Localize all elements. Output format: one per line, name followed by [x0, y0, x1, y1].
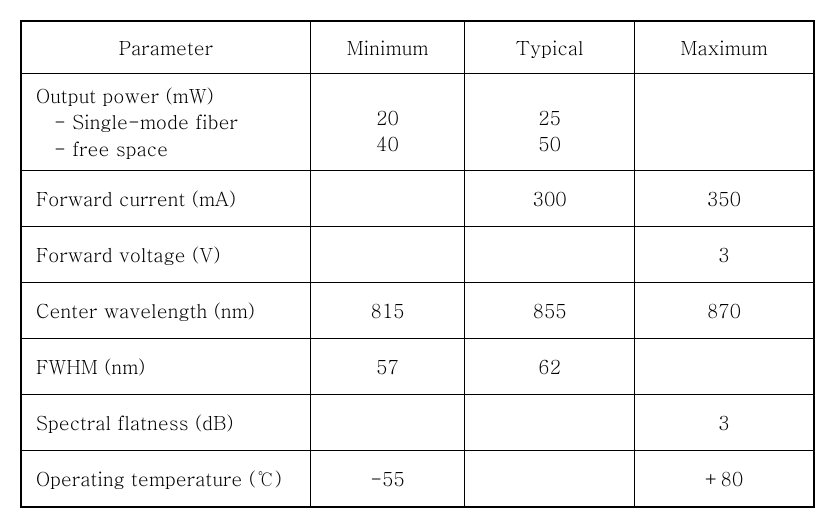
header-minimum: Minimum: [310, 21, 465, 74]
cell-maximum: 3: [634, 395, 814, 451]
spec-table: Parameter Minimum Typical Maximum Output…: [20, 20, 815, 508]
cell-typical: 300: [465, 171, 635, 227]
cell-minimum: 57: [310, 339, 465, 395]
cell-typical: [465, 395, 635, 451]
cell-parameter: Forward current (mA): [21, 171, 310, 227]
table-row: Forward voltage (V) 3: [21, 227, 814, 283]
cell-minimum: 815: [310, 283, 465, 339]
cell-parameter: Output power (mW) - Single-mode fiber - …: [21, 74, 310, 171]
table-header-row: Parameter Minimum Typical Maximum: [21, 21, 814, 74]
cell-maximum: 870: [634, 283, 814, 339]
cell-parameter: Forward voltage (V): [21, 227, 310, 283]
table-row: Center wavelength (nm) 815 855 870: [21, 283, 814, 339]
cell-typical: 62: [465, 339, 635, 395]
cell-minimum: 20 40: [310, 74, 465, 171]
table-row: Forward current (mA) 300 350: [21, 171, 814, 227]
cell-minimum: [310, 395, 465, 451]
table-row: Output power (mW) - Single-mode fiber - …: [21, 74, 814, 171]
cell-maximum: 3: [634, 227, 814, 283]
cell-typical: [465, 227, 635, 283]
param-subline: - free space: [36, 136, 300, 163]
param-subline: - Single-mode fiber: [36, 109, 300, 136]
table-row: Spectral flatness (dB) 3: [21, 395, 814, 451]
value: 40: [317, 131, 459, 158]
cell-parameter: Operating temperature (℃): [21, 451, 310, 508]
cell-typical: [465, 451, 635, 508]
param-label: Output power (mW): [36, 82, 214, 109]
cell-minimum: [310, 171, 465, 227]
cell-parameter: Spectral flatness (dB): [21, 395, 310, 451]
cell-typical: 25 50: [465, 74, 635, 171]
header-parameter: Parameter: [21, 21, 310, 74]
cell-maximum: 350: [634, 171, 814, 227]
value: 20: [317, 87, 459, 132]
cell-maximum: [634, 339, 814, 395]
cell-maximum: +80: [634, 451, 814, 508]
value: 50: [471, 131, 628, 158]
cell-maximum: [634, 74, 814, 171]
table-row: FWHM (nm) 57 62: [21, 339, 814, 395]
cell-minimum: -55: [310, 451, 465, 508]
cell-parameter: Center wavelength (nm): [21, 283, 310, 339]
header-typical: Typical: [465, 21, 635, 74]
cell-typical: 855: [465, 283, 635, 339]
header-maximum: Maximum: [634, 21, 814, 74]
table-row: Operating temperature (℃) -55 +80: [21, 451, 814, 508]
cell-parameter: FWHM (nm): [21, 339, 310, 395]
value: 25: [471, 87, 628, 132]
cell-minimum: [310, 227, 465, 283]
